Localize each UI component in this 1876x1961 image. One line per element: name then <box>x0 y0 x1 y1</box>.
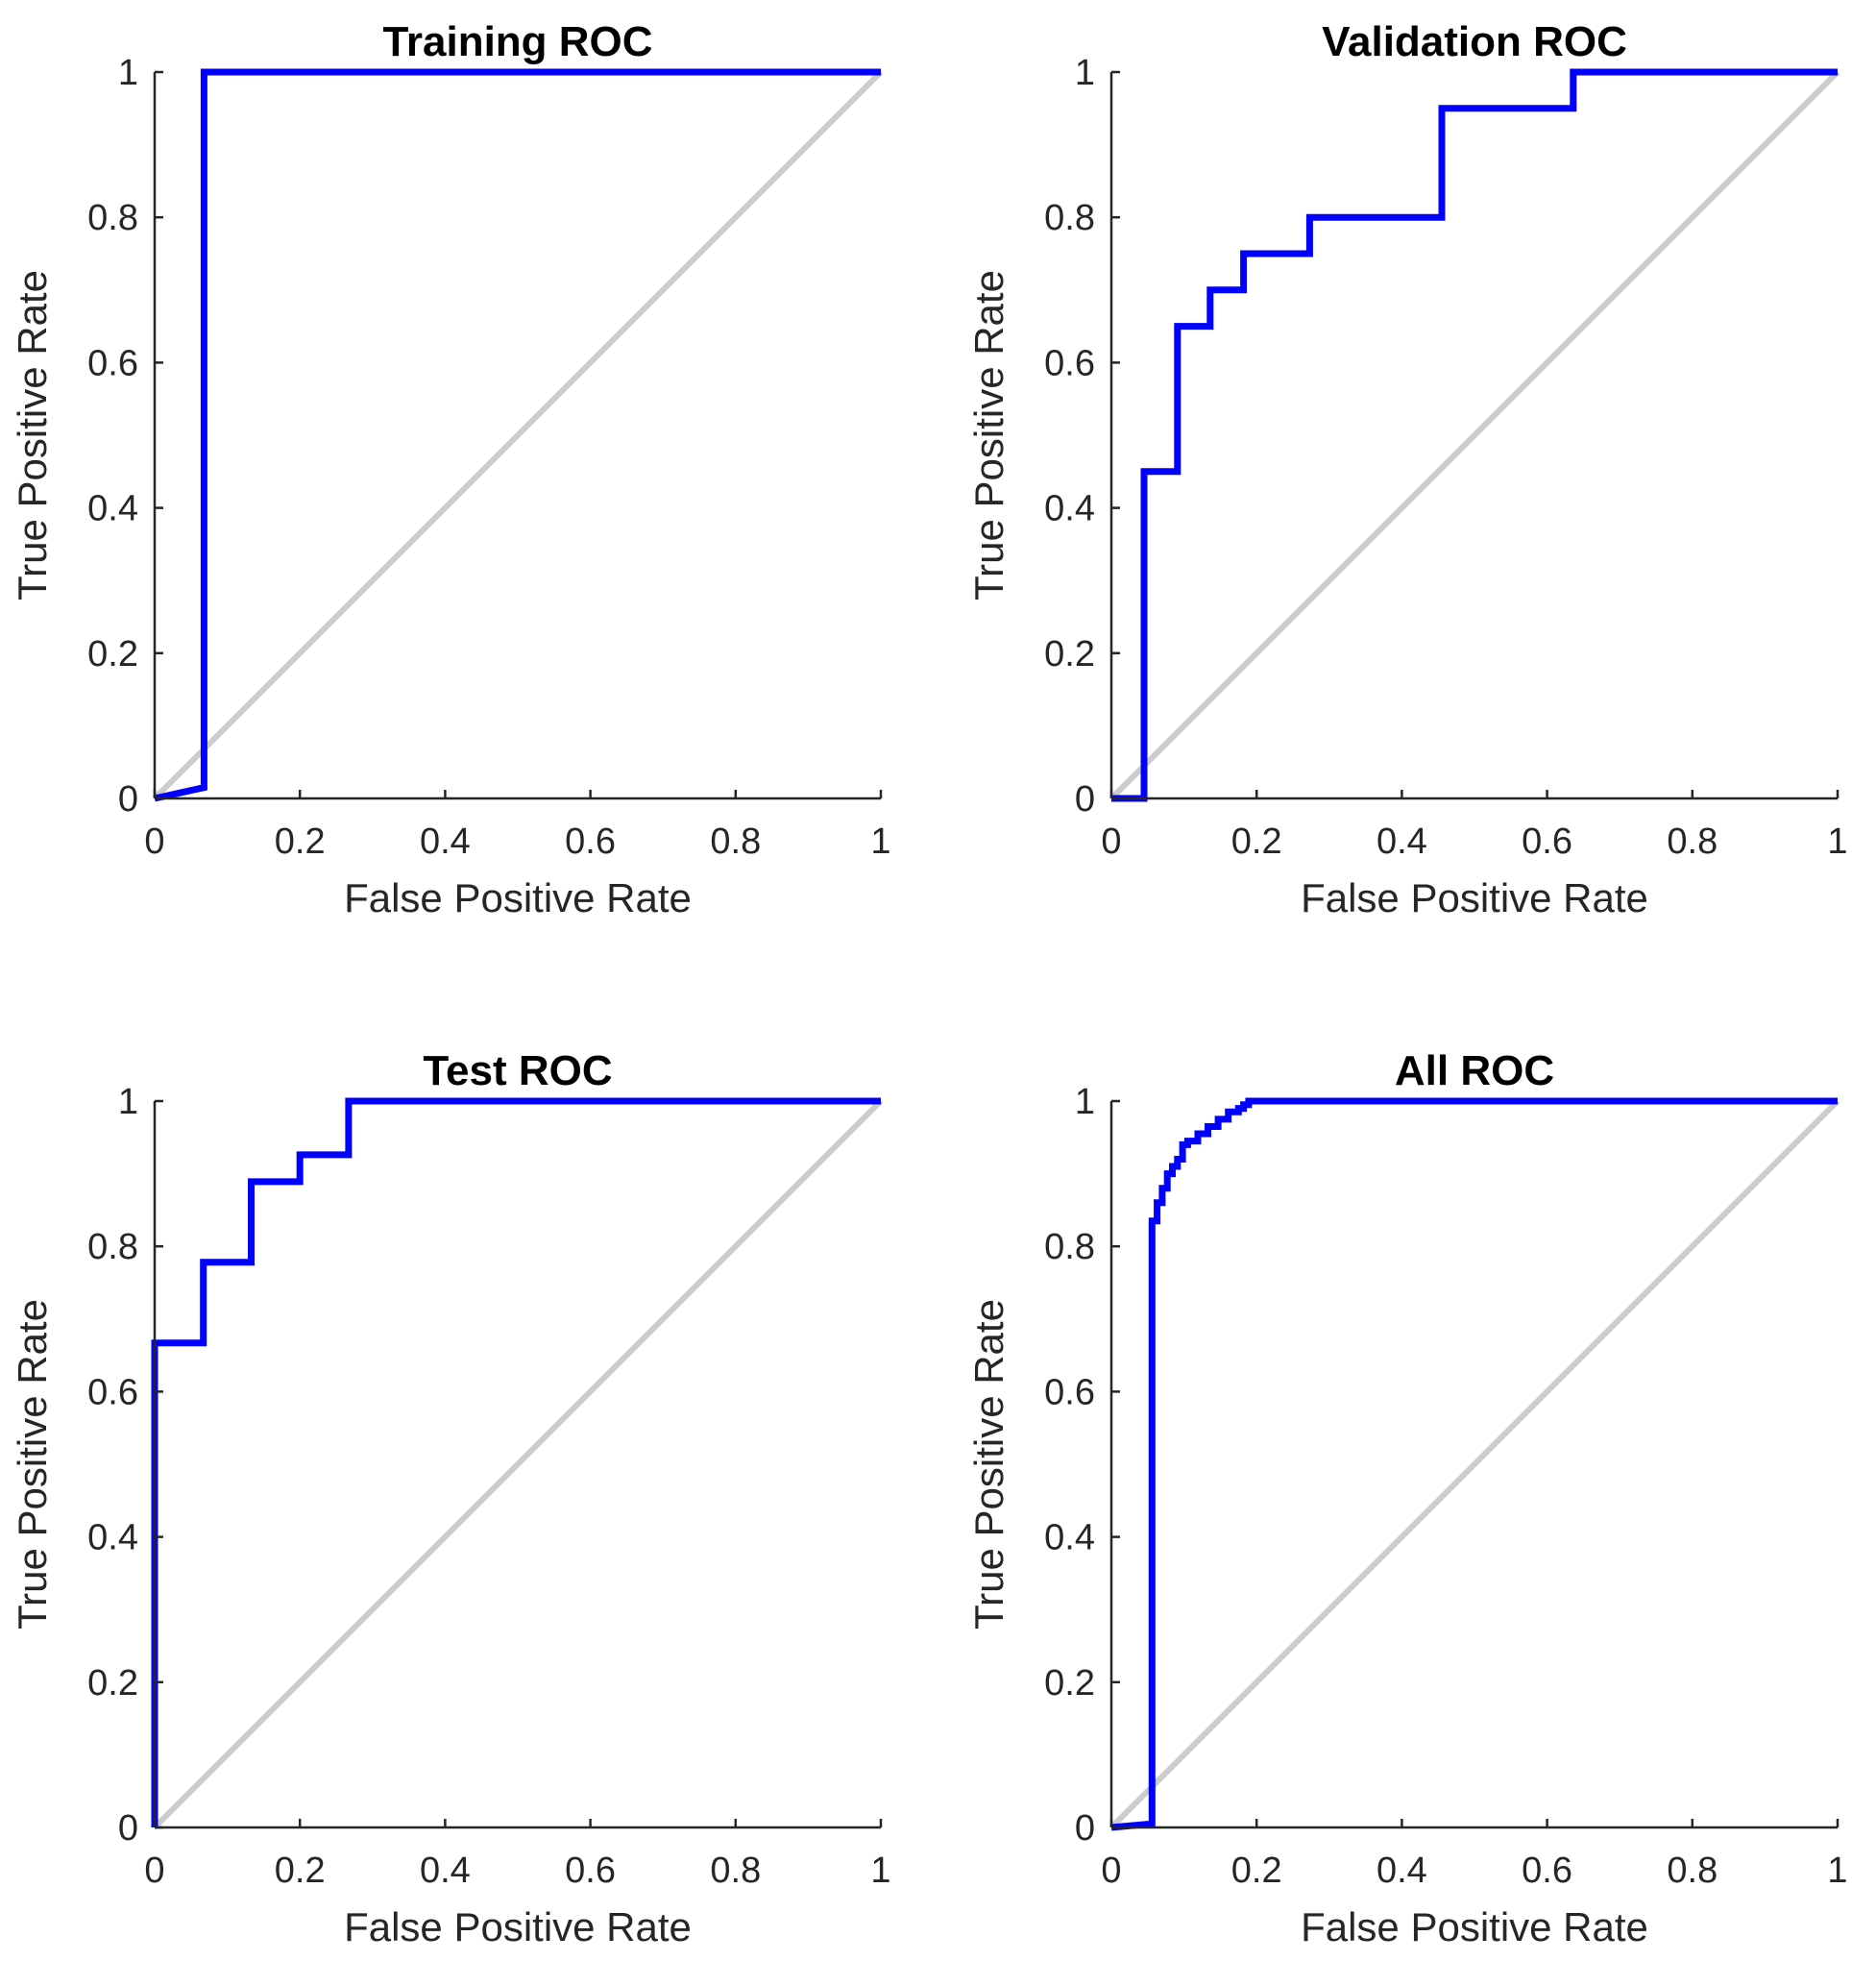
x-tick-label: 0 <box>144 821 164 862</box>
chart-panel-2: 0 0.2 0.4 0.6 0.8 1 0 0.2 0.4 0.6 0.8 1 False Positi… <box>966 18 1848 920</box>
x-tick-label: 0.4 <box>1377 821 1427 862</box>
y-tick-label: 0.8 <box>1044 198 1095 238</box>
diagonal-reference-line <box>152 69 884 801</box>
roc-curve-line <box>154 68 881 802</box>
y-axis-label: True Positive Rate <box>966 1299 1011 1630</box>
y-tick-label: 1 <box>118 53 138 93</box>
diagonal-reference-line <box>1109 1098 1840 1830</box>
y-axis-label: True Positive Rate <box>10 270 55 601</box>
roc-curve-line <box>151 1097 881 1827</box>
x-tick-label: 0.4 <box>420 821 471 862</box>
x-axis-label: False Positive Rate <box>1301 1904 1648 1949</box>
x-tick-label: 1 <box>1827 821 1847 862</box>
x-tick-label: 0.2 <box>1231 821 1282 862</box>
x-tick-label: 0.4 <box>1377 1851 1427 1891</box>
y-axis-label: True Positive Rate <box>966 270 1011 601</box>
chart-panel-3: 0 0.2 0.4 0.6 0.8 1 0 0.2 0.4 0.6 0.8 1 False Positi… <box>10 1047 891 1949</box>
chart-title: Training ROC <box>382 18 652 65</box>
y-tick-label: 1 <box>1075 53 1095 93</box>
y-tick-label: 0.8 <box>1044 1227 1095 1267</box>
x-tick-label: 1 <box>870 1851 890 1891</box>
y-tick-label: 1 <box>1075 1082 1095 1122</box>
y-tick-label: 0.2 <box>87 1663 138 1704</box>
x-axis-label: False Positive Rate <box>344 1904 692 1949</box>
y-tick-label: 0.6 <box>1044 343 1095 383</box>
x-tick-label: 0.8 <box>710 1851 761 1891</box>
y-tick-label: 0 <box>118 1808 138 1849</box>
x-tick-label: 0.2 <box>275 821 326 862</box>
x-tick-label: 0 <box>144 1851 164 1891</box>
y-tick-label: 0.6 <box>87 1372 138 1412</box>
y-tick-label: 0.4 <box>1044 489 1095 529</box>
x-tick-label: 1 <box>870 821 890 862</box>
x-tick-label: 0.6 <box>565 821 616 862</box>
x-tick-label: 1 <box>1827 1851 1847 1891</box>
x-axis-label: False Positive Rate <box>344 875 692 920</box>
roc-curve-line <box>1111 68 1838 802</box>
diagonal-reference-line <box>1109 69 1840 801</box>
x-tick-label: 0 <box>1101 1851 1121 1891</box>
y-tick-label: 0.6 <box>87 343 138 383</box>
y-tick-label: 0.2 <box>87 634 138 674</box>
y-tick-label: 0.4 <box>1044 1518 1095 1558</box>
x-tick-label: 0.8 <box>710 821 761 862</box>
chart-title: All ROC <box>1395 1047 1554 1094</box>
x-tick-label: 0 <box>1101 821 1121 862</box>
chart-title: Test ROC <box>423 1047 612 1094</box>
x-tick-label: 0.6 <box>1522 821 1572 862</box>
x-tick-label: 0.2 <box>275 1851 326 1891</box>
chart-panel-4: 0 0.2 0.4 0.6 0.8 1 0 0.2 0.4 0.6 0.8 1 False Positi… <box>966 1047 1848 1949</box>
y-tick-label: 0.8 <box>87 198 138 238</box>
roc-curve-line <box>1110 1097 1838 1831</box>
x-tick-label: 0.8 <box>1667 1851 1718 1891</box>
y-tick-label: 0.2 <box>1044 634 1095 674</box>
x-tick-label: 0.6 <box>565 1851 616 1891</box>
y-tick-label: 1 <box>118 1082 138 1122</box>
x-tick-label: 0.4 <box>420 1851 471 1891</box>
y-tick-label: 0 <box>1075 1808 1095 1849</box>
y-tick-label: 0.8 <box>87 1227 138 1267</box>
chart-panel-1: 0 0.2 0.4 0.6 0.8 1 0 0.2 0.4 0.6 0.8 1 False Positi… <box>10 18 891 920</box>
chart-title: Validation ROC <box>1322 18 1627 65</box>
y-tick-label: 0.4 <box>87 489 138 529</box>
x-tick-label: 0.2 <box>1231 1851 1282 1891</box>
y-tick-label: 0 <box>118 779 138 820</box>
y-tick-label: 0 <box>1075 779 1095 820</box>
x-tick-label: 0.8 <box>1667 821 1718 862</box>
y-axis-label: True Positive Rate <box>10 1299 55 1630</box>
y-tick-label: 0.6 <box>1044 1372 1095 1412</box>
y-tick-label: 0.4 <box>87 1518 138 1558</box>
x-axis-label: False Positive Rate <box>1301 875 1648 920</box>
x-tick-label: 0.6 <box>1522 1851 1572 1891</box>
diagonal-reference-line <box>152 1098 884 1830</box>
y-tick-label: 0.2 <box>1044 1663 1095 1704</box>
